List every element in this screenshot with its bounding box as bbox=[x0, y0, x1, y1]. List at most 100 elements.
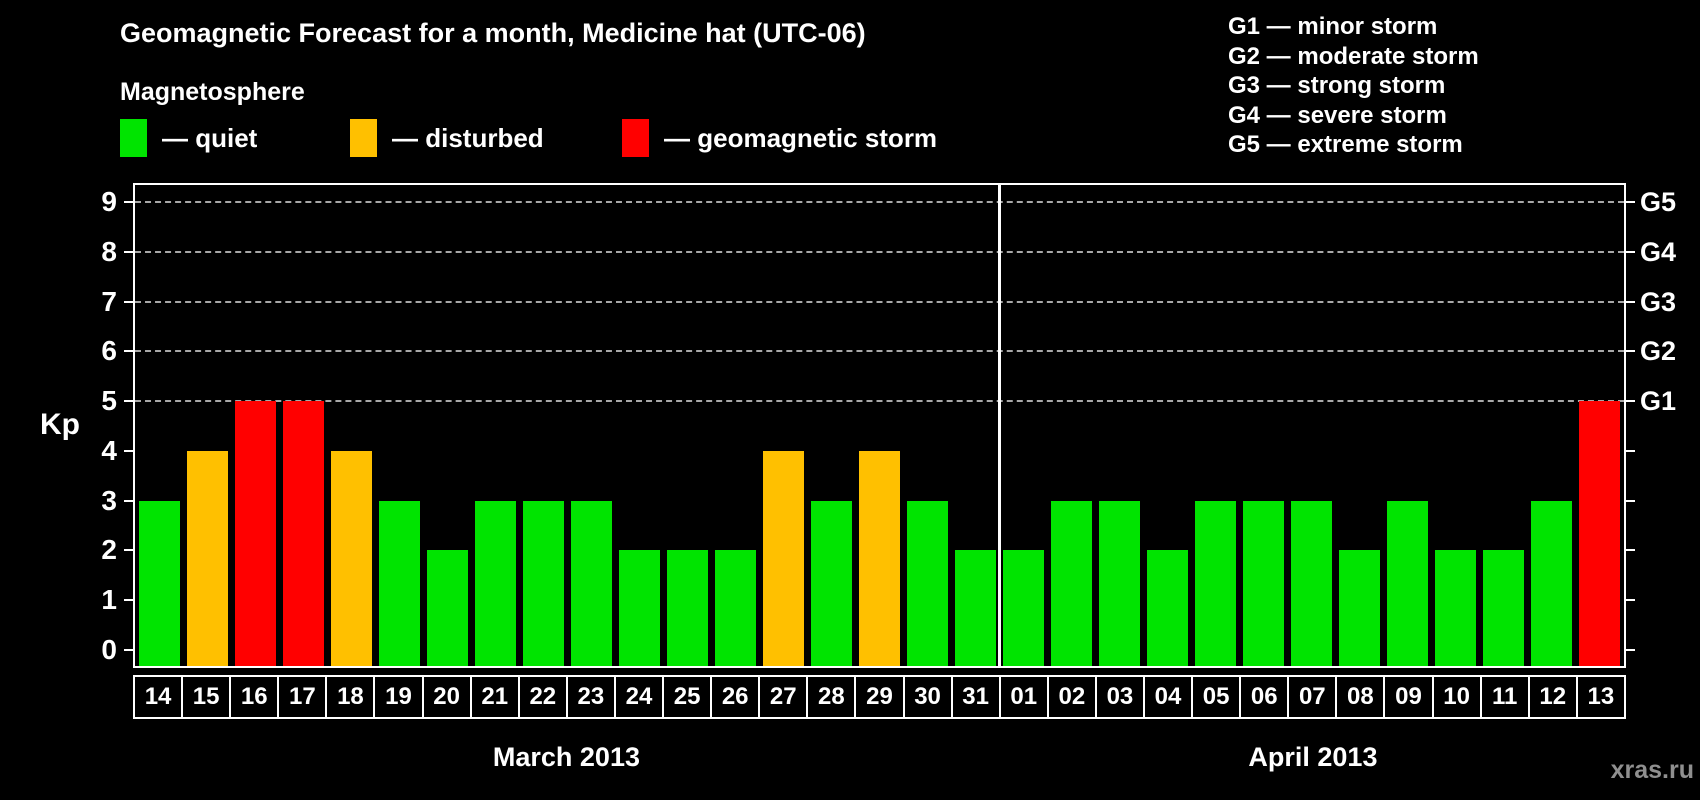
day-label-09: 09 bbox=[1383, 675, 1434, 719]
legend-item-label: — geomagnetic storm bbox=[664, 122, 938, 153]
y-tick-left bbox=[124, 300, 133, 303]
y-tick-left bbox=[124, 449, 133, 452]
y-axis-title: Kp bbox=[40, 408, 80, 441]
day-label-04: 04 bbox=[1142, 675, 1194, 719]
day-label-21: 21 bbox=[469, 675, 520, 719]
bar-day-04 bbox=[1147, 550, 1189, 666]
y-tick-label-7: 7 bbox=[101, 285, 117, 317]
g-axis-label-G5: G5 bbox=[1640, 187, 1677, 217]
y-tick-right bbox=[1626, 449, 1635, 452]
y-tick-label-2: 2 bbox=[101, 534, 117, 566]
y-tick-right bbox=[1626, 649, 1635, 651]
day-label-11: 11 bbox=[1479, 675, 1530, 719]
y-tick-label-1: 1 bbox=[101, 584, 117, 616]
y-tick-right bbox=[1626, 201, 1635, 203]
y-tick-left bbox=[124, 350, 133, 353]
bar-day-21 bbox=[474, 500, 516, 666]
g-axis-label-G2: G2 bbox=[1640, 336, 1677, 367]
bar-day-20 bbox=[426, 550, 468, 666]
y-tick-left bbox=[124, 599, 133, 602]
day-label-12: 12 bbox=[1527, 675, 1578, 719]
month-label: March 2013 bbox=[492, 742, 640, 772]
day-label-25: 25 bbox=[662, 675, 713, 719]
y-tick-label-5: 5 bbox=[101, 385, 117, 417]
legend-item-disturbed: — disturbed bbox=[350, 118, 544, 158]
y-tick-right bbox=[1626, 549, 1635, 552]
day-label-17: 17 bbox=[277, 675, 328, 719]
g-axis-label-G1: G1 bbox=[1640, 386, 1677, 417]
g-axis-label-G4: G4 bbox=[1640, 236, 1677, 267]
bar-day-02 bbox=[1051, 500, 1093, 666]
bar-day-09 bbox=[1387, 500, 1429, 666]
y-tick-label-9: 9 bbox=[101, 186, 117, 217]
y-tick-right bbox=[1626, 300, 1635, 303]
y-tick-right bbox=[1626, 499, 1635, 502]
bar-day-10 bbox=[1435, 550, 1477, 666]
y-tick-right bbox=[1626, 250, 1635, 253]
y-tick-label-3: 3 bbox=[101, 484, 117, 516]
g-scale-legend-line: G4 — severe storm bbox=[1228, 101, 1447, 129]
g-scale-legend-line: G5 — extreme storm bbox=[1228, 131, 1463, 158]
legend-item-storm: — geomagnetic storm bbox=[622, 118, 937, 158]
bar-day-03 bbox=[1099, 500, 1141, 666]
bar-day-07 bbox=[1291, 500, 1333, 666]
day-label-14: 14 bbox=[133, 675, 184, 719]
y-tick-left bbox=[124, 549, 133, 552]
kp-bar-chart-plot-area: 0 1 2 3 4 5 6 7 8 9 G1 G2 G3 G4 G5 bbox=[101, 183, 1676, 668]
y-tick-right bbox=[1626, 350, 1635, 353]
y-tick-label-6: 6 bbox=[101, 335, 117, 367]
day-label-29: 29 bbox=[854, 675, 905, 719]
bar-day-18 bbox=[330, 450, 372, 666]
bar-day-23 bbox=[570, 500, 612, 666]
disturbed-swatch-icon bbox=[350, 119, 377, 157]
watermark: xras.ru bbox=[1610, 756, 1694, 784]
day-label-15: 15 bbox=[181, 675, 232, 719]
bar-day-01 bbox=[1003, 550, 1045, 666]
day-label-18: 18 bbox=[325, 675, 376, 719]
bar-day-12 bbox=[1531, 500, 1573, 666]
day-label-31: 31 bbox=[950, 675, 1001, 719]
bar-day-22 bbox=[522, 500, 564, 666]
day-label-20: 20 bbox=[421, 675, 472, 719]
y-tick-left bbox=[124, 499, 133, 502]
gridline-kp6 bbox=[135, 350, 1624, 353]
g-scale-legend: G1 — minor storm G2 — moderate storm G3 … bbox=[1228, 12, 1479, 160]
g-scale-legend-line: G1 — minor storm bbox=[1228, 13, 1438, 40]
day-label-30: 30 bbox=[902, 675, 953, 719]
day-label-03: 03 bbox=[1094, 675, 1145, 719]
day-label-02: 02 bbox=[1046, 675, 1097, 719]
day-label-19: 19 bbox=[373, 675, 424, 719]
gridline-kp7 bbox=[135, 300, 1624, 303]
bar-day-14 bbox=[138, 500, 180, 666]
bar-day-29 bbox=[859, 450, 900, 666]
y-tick-left bbox=[124, 201, 133, 203]
y-tick-label-4: 4 bbox=[101, 434, 117, 466]
bar-day-06 bbox=[1243, 500, 1285, 666]
bar-day-16 bbox=[234, 401, 276, 666]
day-label-27: 27 bbox=[758, 675, 809, 719]
g-scale-legend-line: G3 — strong storm bbox=[1228, 72, 1446, 99]
y-tick-label-0: 0 bbox=[101, 634, 117, 665]
bar-day-15 bbox=[186, 450, 228, 666]
gridline-kp8 bbox=[135, 250, 1624, 253]
bar-day-28 bbox=[810, 500, 852, 666]
gridline-kp5 bbox=[135, 400, 1624, 403]
day-label-26: 26 bbox=[710, 675, 761, 719]
storm-swatch-icon bbox=[622, 119, 649, 157]
bar-day-31 bbox=[955, 550, 997, 666]
day-axis-strip: 14 15 16 17 18 19 20 21 22 23 24 25 26 27 28 29 30 31 01 02… bbox=[133, 675, 1626, 719]
bar-day-05 bbox=[1195, 500, 1237, 666]
g-axis-label-G3: G3 bbox=[1640, 286, 1677, 317]
day-label-22: 22 bbox=[517, 675, 568, 719]
day-label-06: 06 bbox=[1239, 675, 1290, 719]
bar-day-25 bbox=[666, 550, 708, 666]
day-label-08: 08 bbox=[1335, 675, 1386, 719]
month-label: April 2013 bbox=[1248, 742, 1378, 772]
g-scale-legend-line: G2 — moderate storm bbox=[1228, 42, 1479, 70]
y-tick-right bbox=[1626, 400, 1635, 403]
page-title: Geomagnetic Forecast for a month, Medici… bbox=[120, 18, 866, 48]
bar-day-19 bbox=[378, 500, 420, 666]
day-label-13: 13 bbox=[1575, 675, 1626, 719]
y-tick-right bbox=[1626, 599, 1635, 602]
month-separator bbox=[998, 185, 1002, 666]
